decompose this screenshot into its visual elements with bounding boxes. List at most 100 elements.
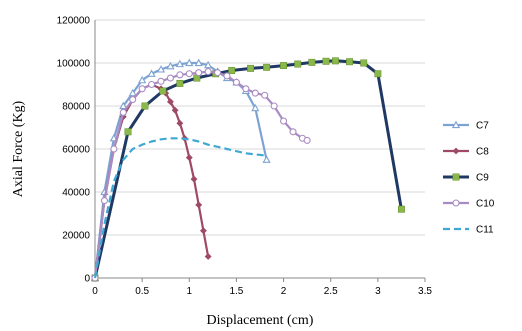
data-point [185,70,193,78]
data-point [128,88,137,97]
data-point [228,67,236,74]
data-point [176,79,184,87]
data-point [204,60,213,69]
x-tick-label: 2.5 [324,286,338,297]
series-c8 [91,81,212,282]
data-point [303,136,311,144]
legend-label: C9 [476,173,489,184]
legend-item-c8: C8 [443,147,489,158]
data-point [190,175,198,183]
y-tick-label: 80000 [62,102,90,113]
data-point [280,117,288,125]
x-tick-label: 1.5 [229,286,243,297]
tick-labels: 0 20000 40000 60000 80000 100000 120000 0 0.5 1 1.… [57,16,433,298]
data-point [374,70,382,78]
data-point [262,155,271,163]
data-point [289,128,297,136]
data-point [176,71,184,79]
y-tick-label: 0 [84,274,90,285]
data-point [110,145,118,153]
data-point [119,108,127,116]
legend-item-c10: C10 [443,199,495,210]
y-tick-label: 60000 [62,145,90,156]
x-tick-label: 0 [92,286,98,297]
data-point [159,87,167,95]
data-point [185,58,194,67]
legend-label: C8 [476,147,489,158]
data-point [141,102,149,110]
data-point [204,253,212,260]
y-axis-title: Axial Force (Kg) [11,100,26,197]
data-point [308,58,316,66]
y-tick-label: 100000 [57,59,91,70]
legend-label: C7 [476,121,489,132]
legend-item-c11: C11 [443,225,494,236]
data-point [124,128,132,136]
data-point [322,57,330,65]
data-point [166,61,175,70]
data-point [166,74,174,82]
x-tick-label: 3 [375,286,381,297]
data-point [261,91,269,99]
legend-item-c9: C9 [443,173,489,184]
data-point [176,119,184,127]
series-line-c8 [93,83,210,279]
data-point [195,69,203,77]
data-point [100,197,108,205]
data-point [119,101,128,110]
data-point [294,60,302,68]
data-point [346,58,354,66]
data-point [242,85,250,93]
legend-marker [452,173,460,181]
data-point [200,227,207,235]
data-point [214,69,222,77]
data-point [194,58,203,67]
data-point [147,69,156,77]
data-point [251,103,260,112]
data-point [360,59,368,67]
data-point [331,57,339,65]
x-tick-label: 1 [187,286,193,297]
legend: C7 C8 C9 C10 C11 [443,121,495,236]
data-point [157,77,165,85]
y-tick-label: 120000 [57,16,91,27]
data-point [195,201,203,209]
axes [94,20,426,282]
data-point [280,62,288,70]
data-point [185,154,193,162]
legend-label: C11 [476,225,494,236]
y-tick-label: 20000 [62,231,90,242]
legend-label: C10 [476,199,495,210]
legend-marker [451,120,461,129]
data-point [251,89,259,97]
x-tick-label: 3.5 [418,286,432,297]
x-axis-title: Displacement (cm) [207,313,314,328]
grid [95,19,425,236]
y-tick-label: 40000 [62,188,90,199]
data-point [204,68,212,76]
x-tick-label: 0.5 [135,286,149,297]
series-line-c11 [93,137,265,279]
legend-marker [452,147,460,155]
data-point [138,85,146,93]
series-group [90,57,405,282]
legend-marker [452,199,460,207]
data-point [232,78,240,86]
legend-item-c7: C7 [443,121,489,132]
data-point [129,96,137,104]
data-point [148,80,156,89]
series-c10 [91,68,311,282]
data-point [397,205,405,213]
data-point [138,75,147,84]
data-point [270,102,278,110]
data-point [171,106,179,114]
data-point [223,72,231,80]
data-point [247,64,255,72]
series-c11 [93,137,265,279]
x-tick-label: 2 [281,286,287,297]
data-point [263,63,271,71]
data-point [167,98,174,106]
data-point [156,65,166,73]
data-point [175,59,184,68]
